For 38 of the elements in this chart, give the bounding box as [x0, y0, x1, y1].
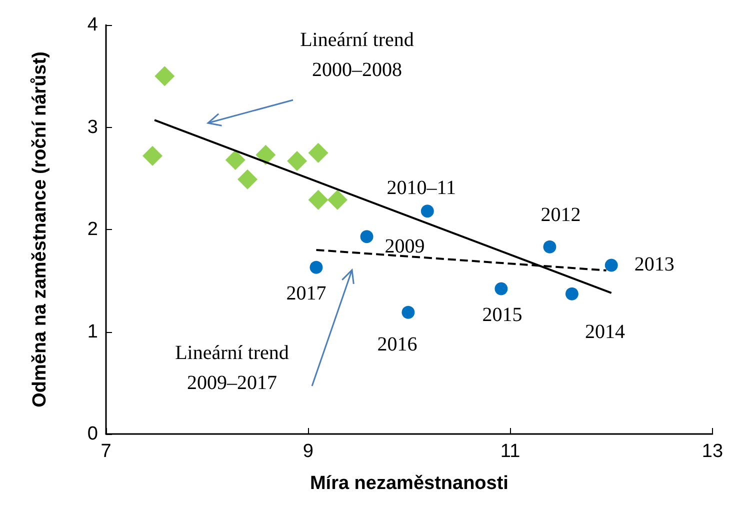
x-tick-label: 11 — [500, 441, 520, 462]
point — [142, 146, 162, 166]
annotation: Lineární trend 2000–2008 — [300, 29, 414, 81]
x-tick-label: 9 — [302, 441, 314, 462]
point — [287, 150, 308, 171]
x-tick-label: 13 — [702, 441, 724, 462]
annotation: 2010–11 — [386, 177, 456, 200]
y-tick-label: 3 — [87, 116, 98, 138]
point — [543, 240, 556, 254]
point — [565, 287, 578, 300]
annotation: 2013 — [634, 253, 674, 276]
y-tick-label: 4 — [87, 14, 98, 36]
point — [256, 144, 276, 165]
y-axis-title: Odměna na zaměstnance (roční nárůst) — [30, 52, 50, 408]
annotation: 2009 — [384, 236, 425, 258]
point — [154, 66, 175, 86]
point — [308, 190, 328, 210]
y-tick-label: 1 — [87, 321, 98, 342]
annotation: 2012 — [540, 204, 581, 226]
annotation: 2017 — [286, 282, 326, 304]
point — [604, 258, 618, 272]
y-tick-label: 2 — [87, 219, 98, 240]
point — [494, 282, 508, 296]
annotation: 2015 — [482, 304, 522, 326]
point — [402, 306, 415, 319]
point — [310, 260, 323, 274]
point — [420, 204, 434, 218]
point — [308, 142, 328, 163]
annotation: 2014 — [584, 320, 625, 343]
annotation: Lineární trend 2009–2017 — [175, 342, 289, 394]
point — [225, 150, 246, 170]
x-tick-label: 7 — [100, 441, 112, 462]
point — [327, 190, 348, 210]
y-tick-label: 0 — [87, 424, 98, 444]
point — [238, 169, 258, 190]
annotation: 2016 — [377, 333, 418, 356]
point — [360, 230, 374, 244]
x-axis-title: Míra nezaměstnanosti — [310, 473, 508, 494]
